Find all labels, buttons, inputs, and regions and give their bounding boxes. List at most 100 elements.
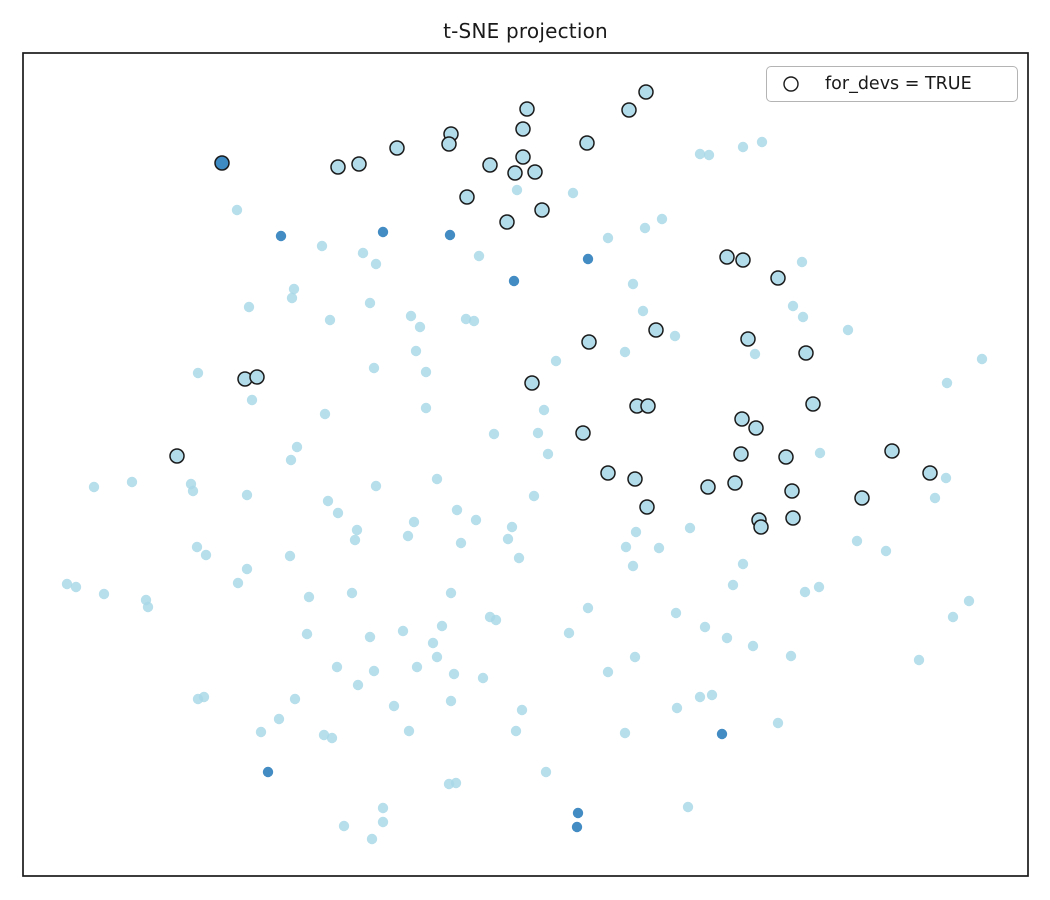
scatter-point-for-devs-true-outlined <box>753 519 769 535</box>
scatter-point-for-devs-true-outlined <box>600 465 616 481</box>
scatter-point-for-devs-true-outlined <box>507 165 523 181</box>
scatter-point-points-light <box>684 522 696 534</box>
scatter-point-for-devs-true-outlined <box>519 101 535 117</box>
scatter-point-points-light <box>377 816 389 828</box>
scatter-point-points-light <box>470 514 482 526</box>
scatter-point-points-light <box>737 558 749 570</box>
scatter-point-points-light <box>682 801 694 813</box>
scatter-point-points-light <box>349 534 361 546</box>
scatter-point-for-devs-true-outlined <box>740 331 756 347</box>
scatter-point-points-light <box>198 691 210 703</box>
scatter-point-for-devs-true-outlined <box>648 322 664 338</box>
scatter-point-points-light <box>405 310 417 322</box>
scatter-point-points-light <box>799 586 811 598</box>
scatter-point-for-devs-true-outlined <box>734 411 750 427</box>
scatter-point-for-devs-true-outlined <box>330 159 346 175</box>
scatter-point-for-devs-true-outlined <box>169 448 185 464</box>
scatter-point-points-light <box>241 563 253 575</box>
scatter-point-points-light <box>420 366 432 378</box>
scatter-point-points-light <box>627 278 639 290</box>
scatter-point-points-light <box>851 535 863 547</box>
scatter-point-points-light <box>431 651 443 663</box>
scatter-point-for-devs-true-outlined <box>389 140 405 156</box>
scatter-point-points-light <box>842 324 854 336</box>
scatter-point-for-devs-true-outlined <box>534 202 550 218</box>
scatter-point-for-devs-true-outlined <box>770 270 786 286</box>
scatter-point-for-devs-true-outlined <box>627 471 643 487</box>
scatter-point-points-light <box>671 702 683 714</box>
scatter-point-for-devs-true-outlined <box>575 425 591 441</box>
scatter-point-for-devs-true-outlined <box>785 510 801 526</box>
scatter-point-points-light <box>288 283 300 295</box>
scatter-point-points-light <box>629 651 641 663</box>
scatter-point-for-devs-true-outlined <box>579 135 595 151</box>
scatter-point-for-devs-true-outlined <box>581 334 597 350</box>
legend: for_devs = TRUE <box>766 66 1018 102</box>
scatter-point-points-light <box>397 625 409 637</box>
scatter-point-for-devs-true-outlined <box>733 446 749 462</box>
scatter-point-points-light <box>602 666 614 678</box>
scatter-point-points-light <box>388 700 400 712</box>
scatter-point-points-light <box>947 611 959 623</box>
scatter-point-points-light <box>477 672 489 684</box>
scatter-point-points-light <box>243 301 255 313</box>
scatter-point-points-light <box>699 621 711 633</box>
scatter-point-for-devs-true-outlined <box>778 449 794 465</box>
scatter-point-points-light <box>370 258 382 270</box>
scatter-point-points-light <box>737 141 749 153</box>
scatter-point-points-light <box>473 250 485 262</box>
scatter-point-points-light <box>142 601 154 613</box>
scatter-point-points-light <box>291 441 303 453</box>
scatter-point-for-devs-true-outlined <box>748 420 764 436</box>
scatter-point-points-light <box>403 725 415 737</box>
scatter-point-points-light <box>513 552 525 564</box>
scatter-point-for-devs-true-outlined <box>459 189 475 205</box>
scatter-point-points-light <box>510 725 522 737</box>
scatter-point-points-light <box>431 473 443 485</box>
scatter-point-points-light <box>670 607 682 619</box>
scatter-point-points-light <box>653 542 665 554</box>
scatter-point-points-light <box>941 377 953 389</box>
scatter-point-points-dark <box>262 766 274 778</box>
scatter-point-points-light <box>797 311 809 323</box>
scatter-point-points-light <box>352 679 364 691</box>
legend-label: for_devs = TRUE <box>825 74 972 94</box>
scatter-point-points-dark <box>275 230 287 242</box>
scatter-point-points-light <box>377 802 389 814</box>
scatter-point-points-light <box>289 693 301 705</box>
scatter-point-for-devs-true-outlined <box>482 157 498 173</box>
scatter-point-points-light <box>669 330 681 342</box>
scatter-point-points-light <box>940 472 952 484</box>
scatter-point-for-devs-true-outlined <box>351 156 367 172</box>
scatter-point-for-devs-true-outlined <box>784 483 800 499</box>
scatter-point-points-light <box>318 729 330 741</box>
scatter-point-points-light <box>656 213 668 225</box>
scatter-point-points-light <box>619 727 631 739</box>
scatter-point-points-light <box>620 541 632 553</box>
scatter-point-points-light <box>460 313 472 325</box>
scatter-point-points-light <box>192 367 204 379</box>
scatter-point-points-light <box>98 588 110 600</box>
scatter-point-points-light <box>191 541 203 553</box>
scatter-point-points-light <box>351 524 363 536</box>
scatter-point-points-light <box>88 481 100 493</box>
scatter-point-points-light <box>427 637 439 649</box>
scatter-point-points-light <box>706 689 718 701</box>
scatter-point-points-dark <box>508 275 520 287</box>
scatter-point-points-light <box>550 355 562 367</box>
scatter-point-for-devs-true-outlined <box>884 443 900 459</box>
scatter-point-for-devs-true-outlined <box>854 490 870 506</box>
scatter-point-points-light <box>976 353 988 365</box>
scatter-point-points-dark <box>582 253 594 265</box>
plot-border <box>22 52 1029 877</box>
scatter-point-points-light <box>285 454 297 466</box>
scatter-point-points-dark <box>572 807 584 819</box>
scatter-point-points-light <box>619 346 631 358</box>
scatter-point-points-light <box>756 136 768 148</box>
scatter-point-points-light <box>346 587 358 599</box>
scatter-point-points-light <box>187 485 199 497</box>
scatter-point-for-devs-true-outlined <box>640 398 656 414</box>
scatter-point-points-light <box>787 300 799 312</box>
